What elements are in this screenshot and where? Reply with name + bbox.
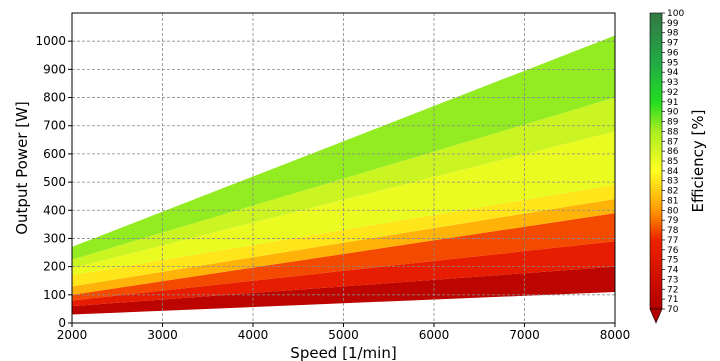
colorbar-min-extend xyxy=(649,308,663,324)
x-tick-label: 6000 xyxy=(419,328,450,342)
y-axis-ticks: 0 100 200 300 400 500 600 700 800 900 1000 xyxy=(35,34,72,330)
colorbar-tick-label: 92 xyxy=(667,88,678,98)
colorbar-tick-label: 97 xyxy=(667,39,678,49)
efficiency-band-2 xyxy=(72,213,615,301)
colorbar-tick-label: 88 xyxy=(667,127,679,137)
colorbar-tick-label: 82 xyxy=(667,187,678,197)
colorbar-tick-label: 96 xyxy=(667,48,679,58)
colorbar-tick-label: 99 xyxy=(667,19,679,29)
colorbar-ticks: 7071727374757677787980818283848586878889… xyxy=(662,9,684,315)
x-tick-label: 5000 xyxy=(328,328,359,342)
colorbar-tick-label: 100 xyxy=(667,9,684,19)
colorbar-tick-label: 94 xyxy=(667,68,679,78)
colorbar-tick-label: 71 xyxy=(667,295,678,305)
colorbar: 7071727374757677787980818283848586878889… xyxy=(649,9,707,324)
colorbar-label: Efficiency [%] xyxy=(689,110,707,213)
x-axis-title: Speed [1/min] xyxy=(290,344,396,361)
gridlines xyxy=(72,13,615,323)
y-tick-label: 0 xyxy=(58,316,66,330)
colorbar-tick-label: 76 xyxy=(667,246,679,256)
colorbar-tick-label: 84 xyxy=(667,167,679,177)
y-tick-label: 200 xyxy=(43,260,66,274)
y-tick-label: 500 xyxy=(43,175,66,189)
efficiency-band-6 xyxy=(72,97,615,269)
colorbar-tick-label: 78 xyxy=(667,226,679,236)
colorbar-tick-label: 87 xyxy=(667,137,678,147)
colorbar-tick-label: 90 xyxy=(667,108,679,118)
colorbar-tick-label: 75 xyxy=(667,256,678,266)
y-tick-label: 300 xyxy=(43,231,66,245)
y-tick-label: 800 xyxy=(43,91,66,105)
plot-area: 2000 3000 4000 5000 6000 7000 8000 0 100 200 300 4… xyxy=(13,12,631,361)
colorbar-tick-label: 77 xyxy=(667,236,678,246)
y-tick-label: 600 xyxy=(43,147,66,161)
colorbar-tick-label: 72 xyxy=(667,285,678,295)
colorbar-tick-label: 79 xyxy=(667,216,679,226)
y-tick-label: 400 xyxy=(43,203,66,217)
colorbar-tick-label: 89 xyxy=(667,118,679,128)
colorbar-tick-label: 83 xyxy=(667,177,678,187)
y-tick-label: 700 xyxy=(43,119,66,133)
y-axis-title: Output Power [W] xyxy=(13,101,31,235)
colorbar-tick-label: 91 xyxy=(667,98,678,108)
x-tick-label: 2000 xyxy=(57,328,88,342)
y-tick-label: 1000 xyxy=(35,34,66,48)
x-tick-label: 3000 xyxy=(147,328,178,342)
colorbar-tick-label: 73 xyxy=(667,275,678,285)
colorbar-tick-label: 93 xyxy=(667,78,678,88)
x-tick-label: 4000 xyxy=(238,328,269,342)
y-tick-label: 100 xyxy=(43,288,66,302)
efficiency-band-3 xyxy=(72,199,615,295)
colorbar-tick-label: 70 xyxy=(667,305,679,315)
x-axis-ticks: 2000 3000 4000 5000 6000 7000 8000 xyxy=(57,323,631,342)
colorbar-tick-label: 74 xyxy=(667,266,679,276)
colorbar-tick-label: 81 xyxy=(667,196,678,206)
x-tick-label: 8000 xyxy=(600,328,631,342)
colorbar-tick-label: 98 xyxy=(667,29,679,39)
colorbar-tick-label: 80 xyxy=(667,206,679,216)
colorbar-tick-label: 95 xyxy=(667,58,678,68)
y-tick-label: 900 xyxy=(43,62,66,76)
x-tick-label: 7000 xyxy=(509,328,540,342)
colorbar-tick-label: 86 xyxy=(667,147,679,157)
colorbar-tick-label: 85 xyxy=(667,157,678,167)
colorbar-gradient xyxy=(649,12,663,310)
